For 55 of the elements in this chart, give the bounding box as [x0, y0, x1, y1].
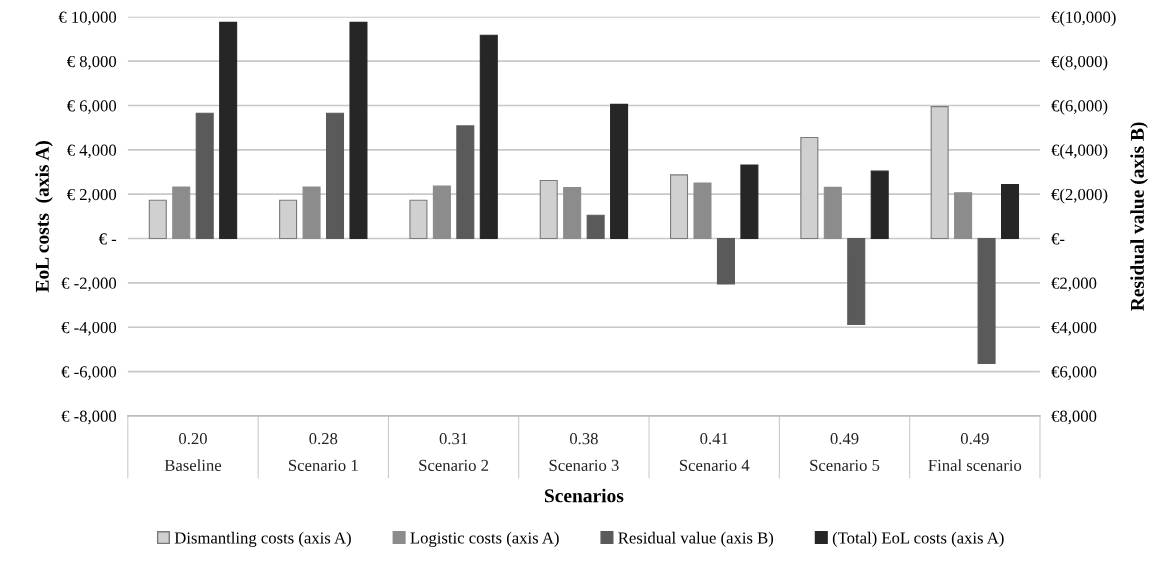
- y2-tick-label: €8,000: [1051, 410, 1097, 425]
- y-tick-label: € -2,000: [61, 277, 117, 292]
- y-tick-label: € 4,000: [66, 144, 117, 159]
- bar: [977, 237, 996, 364]
- y2-tick-label: €(6,000): [1051, 99, 1108, 115]
- bar: [1000, 184, 1020, 240]
- bar: [870, 170, 889, 240]
- x-tick-label: 0.41 Scenario 4: [679, 433, 750, 471]
- x-tick-label: 0.38 Scenario 3: [549, 433, 619, 471]
- y2-tick-label: €(10,000): [1051, 11, 1116, 27]
- y2-tick-label: €(8,000): [1051, 55, 1108, 71]
- y2-tick-label: €(4,000): [1051, 144, 1108, 160]
- bar: [195, 112, 214, 240]
- bar: [349, 21, 368, 240]
- x-tick-label: 0.49 Final scenario: [928, 433, 1022, 471]
- y2-tick-label: €(2,000): [1051, 188, 1108, 204]
- y-tick-label: € 2,000: [66, 188, 117, 203]
- bar: [823, 186, 842, 240]
- bar: [847, 237, 866, 326]
- legend-label: (Total) EoL costs (axis A): [832, 531, 1004, 547]
- y-tick-label: € 10,000: [58, 11, 117, 26]
- bar: [586, 214, 605, 240]
- y2-tick-label: €4,000: [1051, 321, 1097, 336]
- bar: [302, 186, 321, 240]
- x-tick-label: 0.28 Scenario 1: [288, 433, 358, 471]
- bar: [479, 34, 498, 240]
- bar: [954, 192, 973, 240]
- bar: [693, 182, 712, 240]
- x-axis-title: Scenarios: [544, 488, 624, 503]
- x-tick-label: 0.20 Baseline: [164, 433, 222, 471]
- legend-label: Dismantling costs (axis A): [174, 531, 351, 547]
- y2-axis-title: Residual value (axis B): [1130, 122, 1148, 311]
- legend-label: Residual value (axis B): [618, 531, 774, 547]
- y-tick-label: € 6,000: [66, 100, 117, 114]
- x-tick-label: 0.49 Scenario 5: [810, 433, 880, 471]
- y-tick-label: € -6,000: [61, 366, 117, 380]
- bar: [563, 186, 582, 240]
- bar: [716, 237, 735, 285]
- legend-label: Logistic costs (axis A): [410, 531, 559, 547]
- y-tick-label: € -8,000: [61, 410, 117, 425]
- bar: [456, 125, 475, 240]
- y2-tick-label: €2,000: [1051, 277, 1097, 292]
- bar: [432, 185, 451, 240]
- bar: [219, 21, 238, 240]
- y-tick-label: € 8,000: [66, 55, 117, 70]
- y2-tick-label: €-: [1051, 233, 1065, 245]
- bar: [740, 164, 759, 240]
- y-axis-title: EoL costs (axis A): [35, 141, 53, 293]
- bar: [610, 103, 629, 240]
- x-tick-label: 0.31 Scenario 2: [419, 433, 489, 471]
- bar: [172, 186, 191, 240]
- y-tick-label: € -4,000: [61, 321, 117, 336]
- y-tick-label: € -: [98, 233, 117, 245]
- y2-tick-label: €6,000: [1051, 366, 1097, 380]
- bar: [325, 112, 345, 240]
